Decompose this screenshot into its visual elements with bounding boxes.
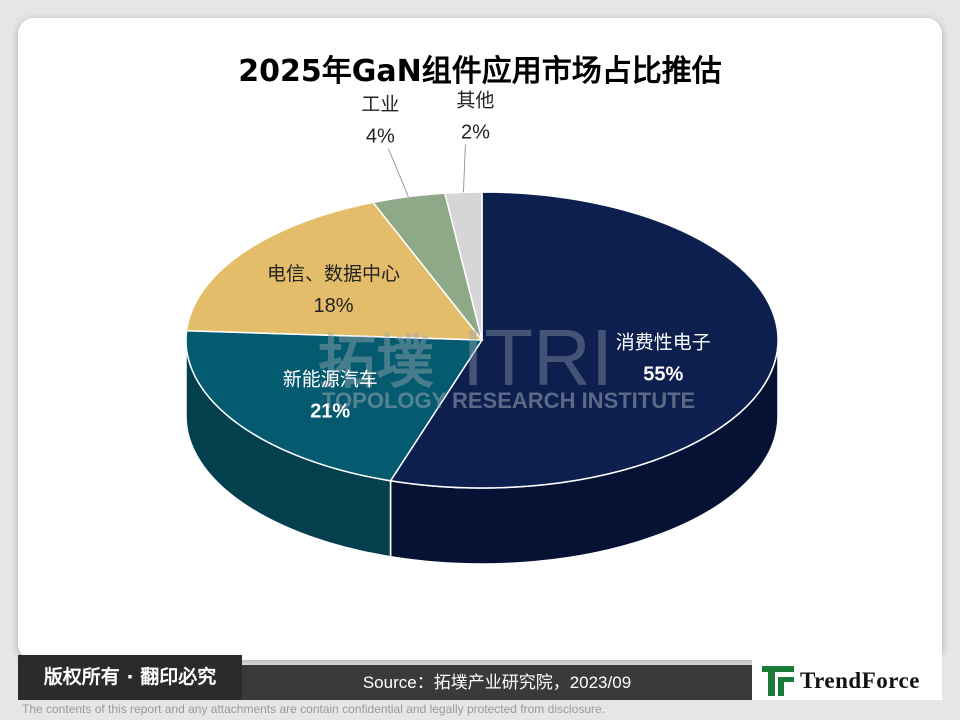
watermark-cn: 拓墣 [318,328,434,396]
rights-notice: 版权所有 · 翻印必究 [18,655,242,700]
source-note: Source：拓墣产业研究院，2023/09 [242,665,752,700]
pie-slice-0 [389,191,779,489]
watermark-itri: ITRI [462,313,613,402]
leader-line-4 [462,144,466,193]
slice-value-3: 4% [366,126,395,148]
leader-line-3 [387,148,409,197]
slice-label-2: 电信、数据中心 [267,263,400,285]
slice-value-0: 55% [643,363,683,385]
chart-title: 2025年GaN组件应用市场占比推估 [238,54,722,89]
slice-label-1: 新能源汽车 [283,369,378,391]
pie-top [185,191,779,489]
pie-labels: 消费性电子 55% 新能源汽车 21% 电信、数据中心 18% 工业 4% 其他 2% [267,89,711,422]
slice-label-4: 其他 [456,89,494,111]
pie-slice-1 [185,329,484,482]
slice-label-3: 工业 [361,94,399,116]
watermark: 拓墣 ITRI TOPOLOGY RESEARCH INSTITUTE [318,313,695,413]
watermark-en: TOPOLOGY RESEARCH INSTITUTE [322,388,695,413]
pie-slice-2 [185,201,484,341]
trendforce-logo-text: TrendForce [800,668,920,693]
slice-value-2: 18% [314,295,354,317]
disclaimer: The contents of this report and any atta… [22,702,605,716]
slice-label-0: 消费性电子 [616,331,711,353]
slice-value-1: 21% [310,401,350,423]
trendforce-logo-icon [762,666,794,696]
slice-value-4: 2% [461,121,490,143]
